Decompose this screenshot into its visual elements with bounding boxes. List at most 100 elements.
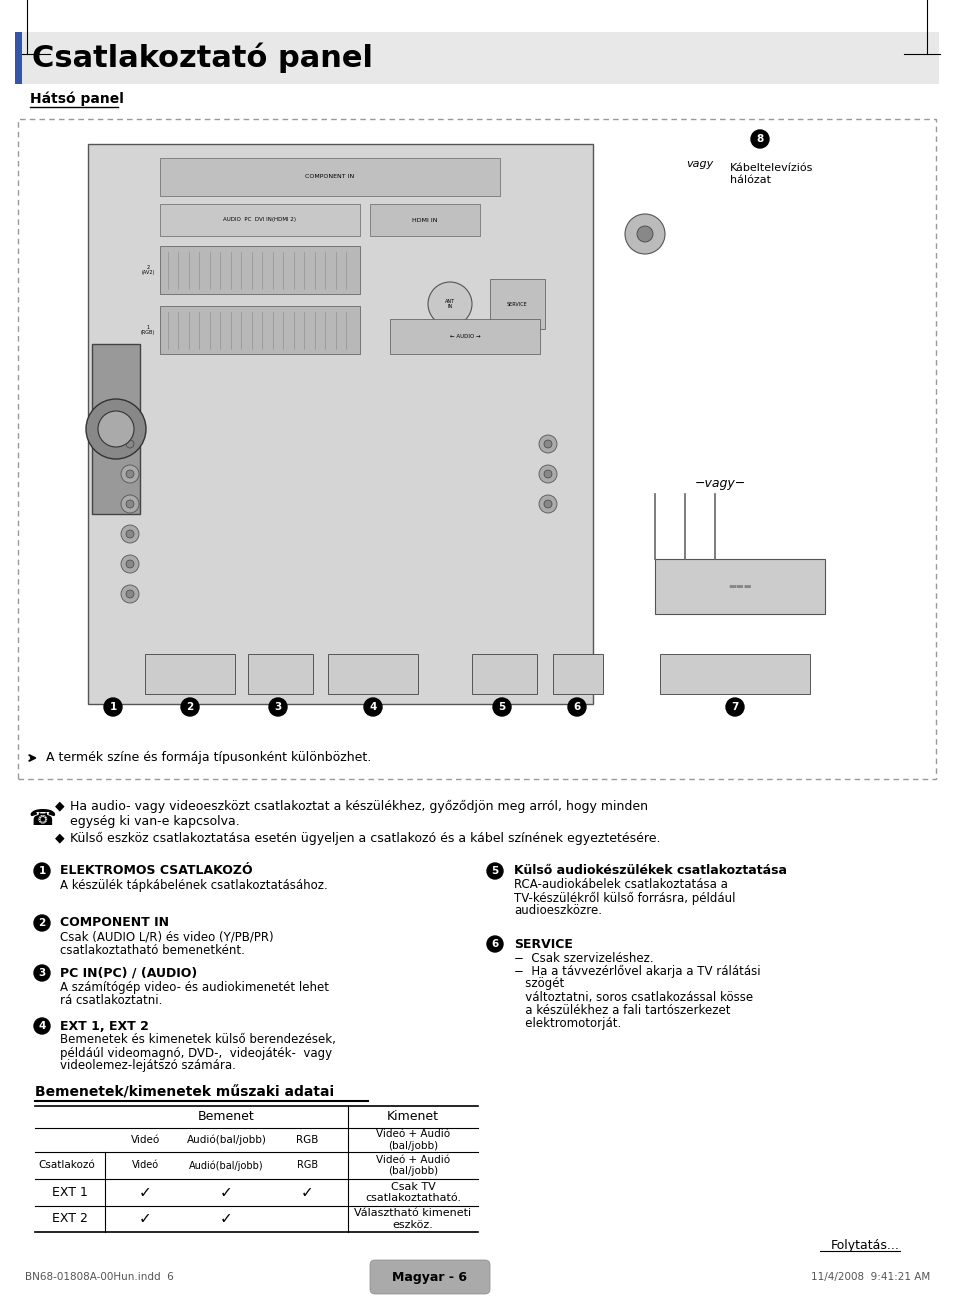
Circle shape: [126, 470, 133, 478]
Circle shape: [126, 501, 133, 509]
Text: egység ki van-e kapcsolva.: egység ki van-e kapcsolva.: [70, 815, 239, 828]
Bar: [553, 654, 602, 694]
Text: EXT 2: EXT 2: [52, 1213, 88, 1226]
Text: Külső audiokészülékek csatlakoztatása: Külső audiokészülékek csatlakoztatása: [514, 865, 786, 878]
Circle shape: [538, 465, 557, 484]
Text: ANT
IN: ANT IN: [444, 298, 455, 309]
Text: EXT 1: EXT 1: [52, 1187, 88, 1198]
Text: 5: 5: [497, 702, 505, 712]
Text: Bemenetek és kimenetek külső berendezések,: Bemenetek és kimenetek külső berendezése…: [60, 1034, 335, 1046]
Text: Bemenet: Bemenet: [198, 1110, 254, 1123]
Bar: [160, 306, 359, 353]
Text: a készülékhez a fali tartószerkezet: a készülékhez a fali tartószerkezet: [514, 1004, 730, 1017]
Bar: [472, 654, 537, 694]
Bar: [160, 204, 359, 237]
Text: A készülék tápkábelének csatlakoztatásához.: A készülék tápkábelének csatlakoztatásáh…: [60, 879, 328, 891]
Text: csatlakoztatható bemenetként.: csatlakoztatható bemenetként.: [60, 943, 245, 957]
Circle shape: [126, 530, 133, 537]
Bar: [655, 558, 824, 614]
Text: rá csatlakoztatni.: rá csatlakoztatni.: [60, 993, 162, 1007]
Text: 6: 6: [573, 702, 580, 712]
Text: ← AUDIO →: ← AUDIO →: [449, 335, 479, 339]
Text: TV-készülékről külső forrásra, például: TV-készülékről külső forrásra, például: [514, 891, 735, 904]
Circle shape: [121, 526, 139, 543]
Bar: [370, 204, 479, 237]
Text: SERVICE: SERVICE: [514, 937, 572, 950]
Text: ✓: ✓: [301, 1185, 314, 1200]
Text: 8: 8: [756, 134, 762, 145]
Circle shape: [567, 698, 585, 716]
Text: videolemez-lejátszó számára.: videolemez-lejátszó számára.: [60, 1059, 235, 1072]
Text: Videó + Audió
(bal/jobb): Videó + Audió (bal/jobb): [375, 1129, 450, 1151]
Text: COMPONENT IN: COMPONENT IN: [305, 175, 355, 180]
Bar: [248, 654, 313, 694]
Text: −  Ha a távvezérlővel akarja a TV rálátási: − Ha a távvezérlővel akarja a TV rálátás…: [514, 964, 760, 978]
Text: vagy: vagy: [685, 159, 713, 170]
Bar: [88, 145, 593, 704]
Text: ✓: ✓: [139, 1185, 152, 1200]
Text: 2: 2: [38, 918, 46, 928]
FancyBboxPatch shape: [370, 1260, 490, 1294]
Text: szögét: szögét: [514, 978, 563, 991]
Circle shape: [543, 440, 552, 448]
Circle shape: [486, 936, 502, 953]
Circle shape: [750, 130, 768, 148]
Circle shape: [121, 555, 139, 573]
Bar: [160, 158, 499, 196]
Bar: [490, 279, 544, 328]
Text: Videó: Videó: [131, 1135, 160, 1144]
Text: elektromotorját.: elektromotorját.: [514, 1017, 620, 1029]
Text: HDMI IN: HDMI IN: [412, 218, 437, 222]
Text: ELEKTROMOS CSATLAKOZÓ: ELEKTROMOS CSATLAKOZÓ: [60, 865, 253, 878]
Text: Magyar - 6: Magyar - 6: [392, 1271, 467, 1284]
Text: Videó + Audió
(bal/jobb): Videó + Audió (bal/jobb): [375, 1155, 450, 1176]
Bar: [18, 120, 935, 779]
Circle shape: [121, 435, 139, 453]
Text: 3: 3: [274, 702, 281, 712]
Bar: [145, 654, 234, 694]
Text: −  Csak szervizeléshez.: − Csak szervizeléshez.: [514, 951, 653, 964]
Circle shape: [86, 399, 146, 459]
Text: PC IN(PC) / (AUDIO): PC IN(PC) / (AUDIO): [60, 967, 197, 979]
Text: Csatlakozó: Csatlakozó: [38, 1160, 94, 1171]
Text: ☎: ☎: [28, 809, 55, 829]
Text: COMPONENT IN: COMPONENT IN: [60, 916, 169, 929]
Bar: [15, 32, 22, 84]
Text: ✓: ✓: [139, 1212, 152, 1226]
Text: audioeszközre.: audioeszközre.: [514, 904, 601, 917]
Text: Külső eszköz csatlakoztatása esetén ügyeljen a csatlakozó és a kábel színének eg: Külső eszköz csatlakoztatása esetén ügye…: [70, 832, 659, 845]
Circle shape: [34, 1018, 50, 1034]
Bar: [328, 654, 417, 694]
Text: EXT 1, EXT 2: EXT 1, EXT 2: [60, 1020, 149, 1033]
Text: Csak TV
csatlakoztatható.: Csak TV csatlakoztatható.: [365, 1181, 460, 1204]
Text: AUDIO  PC  DVI IN(HDMI 2): AUDIO PC DVI IN(HDMI 2): [223, 218, 296, 222]
Text: 5: 5: [491, 866, 498, 876]
Text: 6: 6: [491, 940, 498, 949]
Circle shape: [493, 698, 511, 716]
Circle shape: [538, 495, 557, 512]
Circle shape: [181, 698, 199, 716]
Text: 1: 1: [38, 866, 46, 876]
Text: ◆: ◆: [55, 799, 65, 812]
Text: Bemenetek/kimenetek műszaki adatai: Bemenetek/kimenetek műszaki adatai: [35, 1085, 334, 1099]
Circle shape: [428, 283, 472, 326]
Text: Csatlakoztató panel: Csatlakoztató panel: [32, 43, 373, 74]
Circle shape: [637, 226, 652, 242]
Circle shape: [538, 435, 557, 453]
Circle shape: [34, 915, 50, 932]
Circle shape: [126, 590, 133, 598]
Text: Csak (AUDIO L/R) és video (Y/PB/PR): Csak (AUDIO L/R) és video (Y/PB/PR): [60, 930, 274, 943]
Circle shape: [269, 698, 287, 716]
Circle shape: [364, 698, 381, 716]
Text: Videó: Videó: [132, 1160, 159, 1171]
Text: ✓: ✓: [220, 1212, 233, 1226]
Text: A termék színe és formája típusonként különbözhet.: A termék színe és formája típusonként kü…: [46, 752, 371, 765]
Circle shape: [486, 863, 502, 879]
Text: Audió(bal/jobb): Audió(bal/jobb): [189, 1160, 264, 1171]
Text: Kábeltelevíziós
hálózat: Kábeltelevíziós hálózat: [729, 163, 813, 185]
Bar: [15, 32, 938, 84]
Text: 1
(RGB): 1 (RGB): [141, 325, 155, 335]
Text: Ha audio- vagy videoeszközt csatlakoztat a készülékhez, győződjön meg arról, hog: Ha audio- vagy videoeszközt csatlakoztat…: [70, 799, 647, 812]
Text: −vagy−: −vagy−: [694, 477, 745, 490]
Circle shape: [34, 863, 50, 879]
